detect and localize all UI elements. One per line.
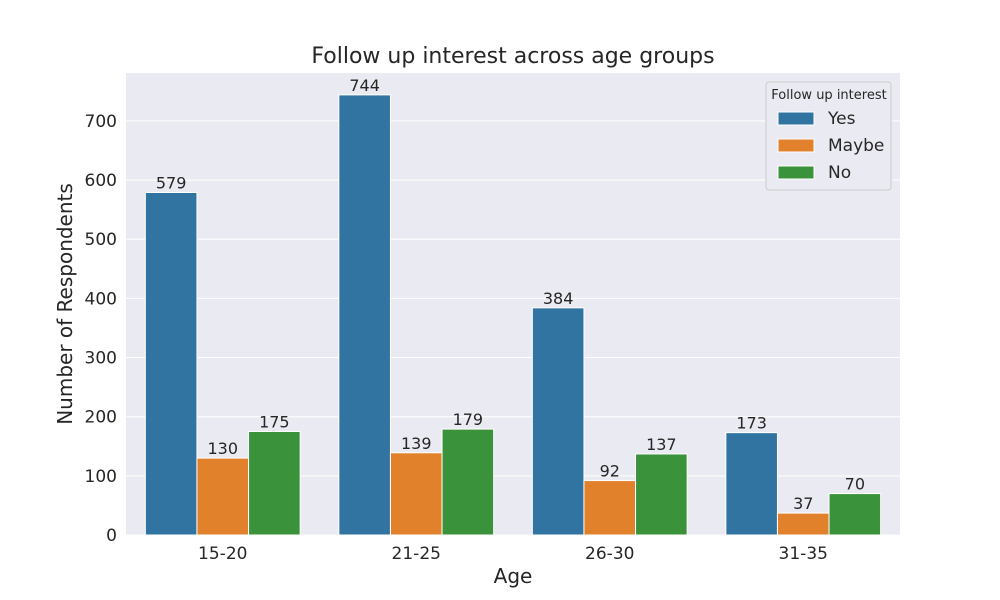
bar-yes-21-25 bbox=[338, 94, 391, 536]
bar-maybe-21-25 bbox=[389, 452, 443, 536]
bar-no-26-30 bbox=[635, 453, 688, 536]
legend-swatch-no bbox=[777, 165, 815, 180]
bar-no-15-20 bbox=[248, 430, 301, 536]
bar-maybe-31-35 bbox=[776, 512, 830, 536]
y-axis-label: Number of Respondents bbox=[53, 183, 77, 425]
legend: Follow up interest Yes Maybe No bbox=[765, 81, 892, 191]
data-label: 139 bbox=[401, 434, 432, 453]
legend-label-maybe: Maybe bbox=[828, 136, 884, 156]
data-label: 92 bbox=[600, 462, 620, 481]
data-label: 744 bbox=[349, 76, 380, 95]
data-label: 37 bbox=[793, 494, 813, 513]
data-label: 173 bbox=[736, 414, 767, 433]
y-tick-label: 300 bbox=[85, 349, 117, 369]
y-tick-label: 400 bbox=[85, 289, 117, 309]
data-label: 137 bbox=[646, 435, 677, 454]
legend-label-yes: Yes bbox=[827, 109, 856, 129]
data-label: 179 bbox=[453, 410, 484, 429]
legend-box bbox=[765, 81, 892, 191]
data-label: 384 bbox=[543, 289, 574, 308]
y-tick-label: 500 bbox=[85, 230, 117, 250]
bars bbox=[144, 94, 882, 536]
x-tick-label: 15-20 bbox=[198, 544, 247, 564]
bar-yes-26-30 bbox=[531, 307, 585, 536]
y-tick-label: 600 bbox=[85, 171, 117, 191]
y-tick-label: 0 bbox=[106, 526, 117, 546]
bar-yes-15-20 bbox=[144, 191, 198, 536]
y-tick-label: 100 bbox=[85, 467, 117, 487]
bar-yes-31-35 bbox=[725, 432, 778, 536]
bar-maybe-26-30 bbox=[583, 480, 637, 536]
x-axis-label: Age bbox=[494, 564, 533, 588]
data-label: 175 bbox=[259, 412, 290, 431]
x-tick-label: 26-30 bbox=[585, 544, 634, 564]
bar-no-21-25 bbox=[441, 428, 495, 536]
data-label: 70 bbox=[845, 475, 865, 494]
legend-title: Follow up interest bbox=[771, 88, 886, 103]
legend-swatch-maybe bbox=[777, 138, 815, 153]
data-labels: 579 130 175 744 139 179 384 92 137 173 37 70 bbox=[156, 76, 865, 513]
x-tick-label: 21-25 bbox=[392, 544, 441, 564]
bar-maybe-15-20 bbox=[196, 457, 250, 536]
data-label: 130 bbox=[207, 439, 238, 458]
y-tick-label: 200 bbox=[85, 408, 117, 428]
legend-swatch-yes bbox=[777, 111, 815, 126]
data-label: 579 bbox=[156, 173, 187, 192]
x-tick-label: 31-35 bbox=[779, 544, 828, 564]
legend-label-no: No bbox=[828, 163, 851, 183]
chart-title: Follow up interest across age groups bbox=[311, 44, 714, 69]
x-axis-ticks: 15-20 21-25 26-30 31-35 bbox=[198, 544, 828, 564]
y-tick-label: 700 bbox=[85, 112, 117, 132]
y-axis-ticks: 0 100 200 300 400 500 600 700 bbox=[85, 112, 117, 546]
bar-no-31-35 bbox=[828, 493, 882, 536]
